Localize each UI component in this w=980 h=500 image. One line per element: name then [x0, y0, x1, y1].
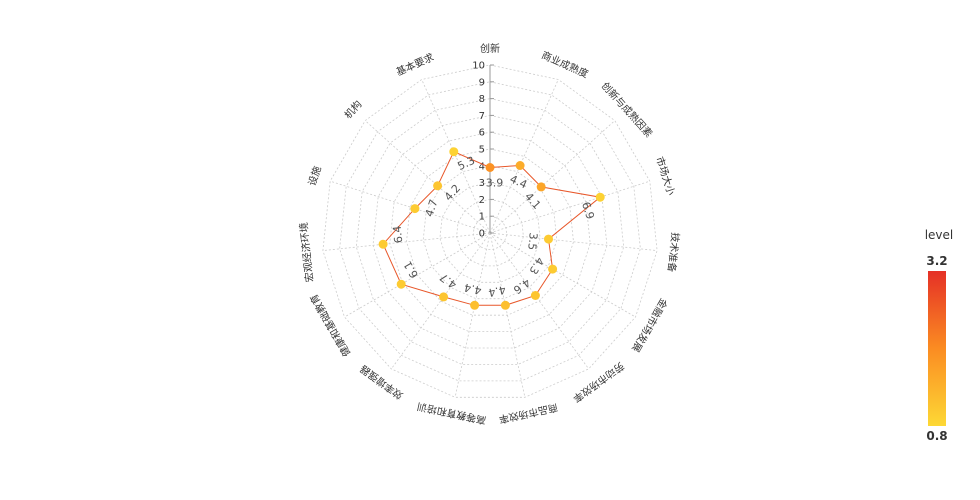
grid-spoke — [489, 79, 559, 234]
grid-spoke — [489, 180, 650, 234]
grid-ring — [339, 81, 641, 382]
axis-label: 金融市场发展 — [629, 296, 670, 354]
grid-spoke — [421, 79, 491, 234]
radial-tick-label: 4 — [479, 161, 485, 172]
grid-ring — [322, 64, 658, 398]
axis-label: 设施 — [305, 164, 324, 187]
data-point[interactable] — [544, 234, 553, 244]
grid-ring — [389, 131, 591, 333]
data-value-label: 6.9 — [579, 200, 597, 221]
data-value-label: 4.3 — [526, 255, 546, 277]
data-point[interactable] — [396, 279, 406, 289]
grid-ring — [406, 148, 574, 316]
data-value-label: 4.2 — [442, 182, 463, 204]
axis-label: 效率增强器 — [357, 362, 405, 402]
legend-max-label: 3.2 — [926, 254, 947, 268]
radial-tick-label: 7 — [479, 111, 485, 122]
axis-label: 创新与成熟因素 — [599, 79, 656, 140]
grid-spoke — [322, 232, 491, 251]
data-value-label: 4.1 — [522, 190, 543, 212]
legend-title: level — [925, 228, 954, 242]
color-legend: level 3.2 0.8 — [925, 228, 954, 443]
data-point[interactable] — [378, 239, 388, 249]
radial-tick-label: 6 — [479, 128, 485, 139]
radial-tick-label: 9 — [479, 77, 485, 88]
grid-spoke — [489, 232, 636, 318]
data-value-label: 4.4 — [487, 283, 507, 299]
axis-label: 高等教育和培训 — [416, 400, 487, 427]
radial-ticks: 0 1 2 3 4 5 6 7 8 9 10 — [472, 61, 494, 240]
axis-label: 劳动市场效率 — [570, 359, 626, 405]
axis-label: 健康和基础教育 — [307, 292, 353, 359]
data-point[interactable] — [410, 204, 420, 214]
grid-ring — [439, 182, 541, 283]
radial-tick-label: 5 — [479, 145, 485, 156]
axis-label: 创新 — [480, 42, 500, 55]
data-point[interactable] — [433, 181, 443, 191]
data-point[interactable] — [548, 264, 558, 274]
axis-label: 市场大小 — [653, 155, 678, 197]
series-line — [382, 151, 602, 306]
grid-ring — [456, 198, 524, 267]
data-point[interactable] — [449, 147, 459, 157]
axis-label: 机构 — [341, 98, 364, 122]
axis-label: 宏观经济环境 — [297, 222, 316, 283]
grid-ring — [472, 215, 508, 250]
data-point[interactable] — [485, 163, 495, 172]
grid-ring — [422, 165, 558, 300]
radial-tick-label: 8 — [479, 94, 485, 105]
axis-label: 技术准备 — [665, 232, 682, 273]
data-point[interactable] — [530, 291, 540, 300]
data-value-label: 5.3 — [456, 154, 477, 173]
grid-spoke — [454, 232, 491, 398]
grid-spoke — [330, 180, 491, 234]
radial-tick-label: 2 — [479, 195, 485, 206]
legend-color-bar — [928, 271, 946, 426]
data-value-label: 4.7 — [423, 198, 441, 219]
axis-label: 基本要求 — [394, 50, 436, 78]
data-point[interactable] — [500, 300, 510, 310]
radial-tick-label: 10 — [472, 61, 485, 72]
radial-tick-label: 1 — [479, 212, 485, 223]
data-value-label: 4.4 — [508, 172, 529, 191]
grid-spoke — [344, 232, 491, 318]
data-value-label: 4.7 — [437, 270, 459, 291]
data-point[interactable] — [439, 292, 449, 302]
data-value-label: 4.4 — [463, 281, 483, 297]
data-value-label: 6.1 — [401, 259, 421, 281]
data-point[interactable] — [595, 192, 605, 202]
data-value-label: 3.5 — [525, 232, 540, 251]
grid-spoke — [489, 232, 658, 251]
data-point[interactable] — [470, 300, 480, 310]
data-value-label: 6.4 — [391, 225, 406, 244]
data-point[interactable] — [515, 161, 525, 170]
axis-label: 商品市场效率 — [498, 401, 559, 426]
radial-tick-label: 0 — [479, 229, 485, 240]
axis-label: 商业成熟度 — [540, 48, 591, 80]
data-value-label: 4.6 — [511, 276, 533, 297]
data-point[interactable] — [536, 182, 546, 192]
radial-tick-label: 3 — [479, 178, 485, 189]
data-value-label: 3.9 — [486, 177, 504, 190]
legend-min-label: 0.8 — [926, 429, 947, 443]
